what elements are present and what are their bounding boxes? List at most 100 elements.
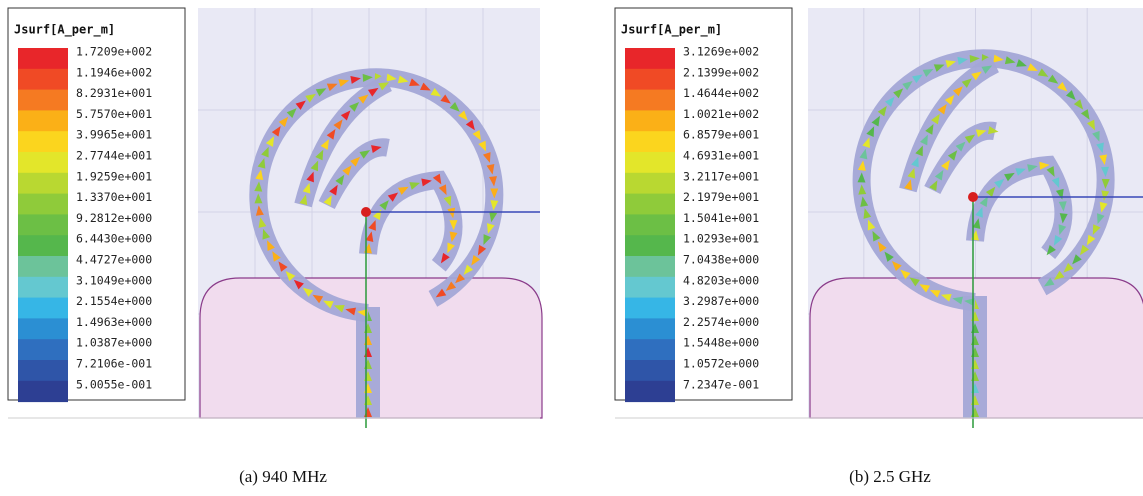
current-arrow bbox=[397, 75, 409, 84]
current-arrow bbox=[893, 88, 904, 99]
current-arrow bbox=[1037, 68, 1049, 77]
current-arrow bbox=[1096, 142, 1104, 154]
current-arrow bbox=[1092, 224, 1101, 235]
legend-swatch bbox=[18, 214, 68, 236]
legend-swatch bbox=[625, 360, 675, 382]
current-arrow bbox=[322, 300, 334, 309]
current-arrow bbox=[1087, 119, 1096, 131]
legend-swatch bbox=[625, 172, 675, 195]
current-arrow bbox=[1092, 130, 1100, 142]
legend-label: 1.0293e+001 bbox=[683, 232, 759, 246]
caption: (b) 2.5 GHz bbox=[849, 467, 931, 486]
current-arrow bbox=[947, 150, 958, 161]
current-arrow bbox=[1099, 154, 1108, 165]
current-arrow bbox=[1065, 90, 1076, 101]
current-arrow bbox=[911, 156, 919, 168]
legend-label: 8.2931e+001 bbox=[76, 86, 152, 100]
current-arrow bbox=[964, 134, 976, 144]
current-arrow bbox=[443, 195, 452, 207]
current-arrow bbox=[455, 273, 466, 284]
legend-label: 1.0572e+000 bbox=[683, 357, 759, 371]
legend-label: 5.7570e+001 bbox=[76, 107, 152, 121]
current-arrow bbox=[254, 181, 263, 192]
current-arrow bbox=[944, 94, 955, 105]
current-arrow bbox=[477, 244, 487, 256]
legend-swatch bbox=[18, 380, 68, 403]
current-arrow bbox=[969, 54, 980, 63]
current-arrow bbox=[891, 260, 902, 271]
current-arrow bbox=[478, 140, 486, 152]
current-arrow bbox=[877, 241, 887, 253]
current-arrow bbox=[1046, 166, 1055, 177]
current-arrow bbox=[972, 218, 981, 229]
current-arrow bbox=[904, 179, 912, 191]
legend-swatch bbox=[18, 172, 68, 195]
current-arrow bbox=[285, 270, 296, 282]
legend-label: 5.0055e-001 bbox=[76, 377, 152, 391]
current-arrow bbox=[447, 242, 455, 254]
current-arrow bbox=[420, 82, 431, 91]
current-arrow bbox=[350, 75, 361, 84]
current-arrow bbox=[357, 309, 368, 318]
current-arrow bbox=[257, 157, 266, 169]
current-arrow bbox=[338, 79, 350, 87]
current-arrow bbox=[345, 307, 356, 316]
legend-swatch bbox=[625, 256, 675, 278]
current-arrow bbox=[975, 206, 983, 218]
legend-swatch bbox=[18, 68, 68, 91]
current-arrow bbox=[445, 281, 457, 291]
current-arrow bbox=[310, 160, 319, 172]
current-arrow bbox=[471, 255, 481, 266]
current-arrow bbox=[440, 252, 450, 264]
current-arrow bbox=[1079, 244, 1090, 256]
legend-swatch bbox=[18, 89, 68, 111]
current-arrow bbox=[440, 94, 451, 104]
current-arrow bbox=[272, 251, 281, 262]
legend-label: 1.9259e+001 bbox=[76, 169, 152, 183]
legend-swatch bbox=[625, 276, 675, 299]
current-arrow bbox=[432, 173, 442, 185]
current-arrow bbox=[359, 150, 371, 159]
legend-swatch bbox=[18, 318, 68, 340]
current-arrow bbox=[472, 129, 481, 141]
legend-label: 1.7209e+002 bbox=[76, 45, 152, 59]
current-arrow bbox=[430, 88, 442, 97]
current-arrow bbox=[1080, 109, 1090, 120]
caption: (a) 940 MHz bbox=[239, 467, 327, 486]
current-arrow bbox=[386, 73, 397, 82]
current-arrow bbox=[254, 193, 263, 204]
current-arrow bbox=[340, 110, 351, 121]
current-arrow bbox=[857, 172, 866, 183]
current-arrow bbox=[482, 152, 491, 163]
current-arrow bbox=[922, 69, 934, 78]
current-arrow bbox=[934, 169, 944, 181]
current-arrow bbox=[490, 188, 499, 199]
legend-swatch bbox=[625, 297, 675, 319]
legend-swatch bbox=[18, 339, 68, 361]
current-arrow bbox=[862, 137, 870, 149]
current-arrow bbox=[964, 298, 975, 307]
current-arrow bbox=[933, 64, 945, 72]
current-arrow bbox=[333, 304, 345, 313]
legend-label: 2.1399e+002 bbox=[683, 65, 759, 79]
current-arrow bbox=[871, 115, 880, 127]
current-arrow bbox=[994, 178, 1005, 189]
current-arrow bbox=[365, 231, 374, 242]
current-arrow bbox=[867, 219, 876, 231]
current-arrow bbox=[929, 180, 938, 191]
current-arrow bbox=[306, 171, 314, 183]
current-arrow bbox=[1086, 234, 1096, 246]
current-arrow bbox=[988, 126, 999, 135]
legend-label: 4.8203e+000 bbox=[683, 273, 759, 287]
current-arrow bbox=[1101, 178, 1110, 189]
legend-label: 3.1269e+002 bbox=[683, 45, 759, 59]
legend-swatch bbox=[18, 193, 68, 215]
current-arrow bbox=[349, 101, 360, 112]
current-arrow bbox=[1004, 172, 1015, 182]
current-arrow bbox=[1058, 224, 1067, 236]
legend-label: 2.1554e+000 bbox=[76, 294, 152, 308]
legend-label: 2.2574e+000 bbox=[683, 315, 759, 329]
legend-label: 1.1946e+002 bbox=[76, 65, 152, 79]
legend-swatch bbox=[18, 48, 68, 70]
